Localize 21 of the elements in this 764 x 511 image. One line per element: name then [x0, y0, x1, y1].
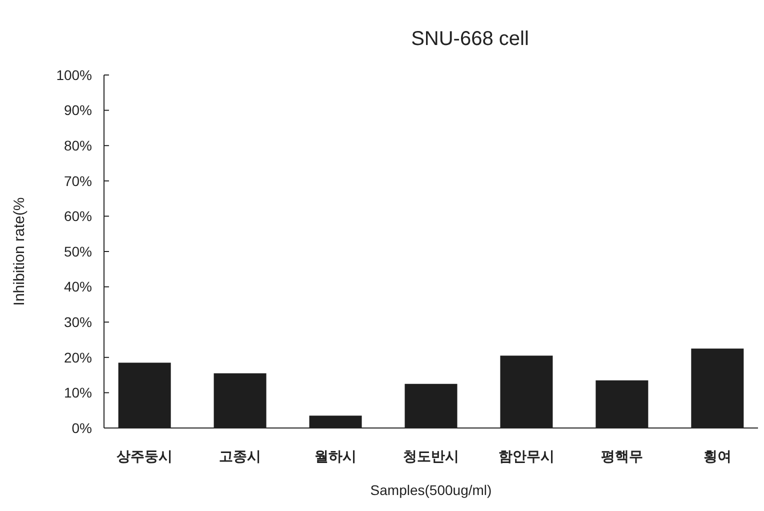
x-tick-label: 함안무시 — [498, 448, 554, 464]
y-tick-label: 70% — [64, 172, 92, 189]
x-tick-label: 청도반시 — [403, 448, 459, 464]
y-tick-label: 20% — [64, 349, 92, 366]
x-tick-label: 횡여 — [703, 448, 732, 464]
y-tick-label: 0% — [72, 420, 92, 436]
y-tick-label: 80% — [64, 138, 92, 154]
x-tick-label: 상주둥시 — [116, 448, 173, 464]
y-tick-label: 40% — [64, 278, 92, 295]
x-axis-title: Samples(500ug/ml) — [370, 482, 492, 498]
y-tick-label: 60% — [64, 208, 92, 224]
y-tick-label: 50% — [64, 243, 92, 260]
y-tick-label: 90% — [64, 102, 92, 118]
y-tick-label: 100% — [56, 66, 92, 83]
x-tick-label: 평핵무 — [600, 448, 643, 464]
chart-title: SNU-668 cell — [411, 28, 529, 50]
x-tick-label: 월하시 — [314, 448, 357, 464]
y-axis-title: Inhibition rate(% — [11, 197, 28, 306]
x-tick-label: 고종시 — [219, 448, 262, 464]
y-tick-label: 10% — [64, 384, 92, 401]
y-tick-label: 30% — [64, 314, 92, 330]
